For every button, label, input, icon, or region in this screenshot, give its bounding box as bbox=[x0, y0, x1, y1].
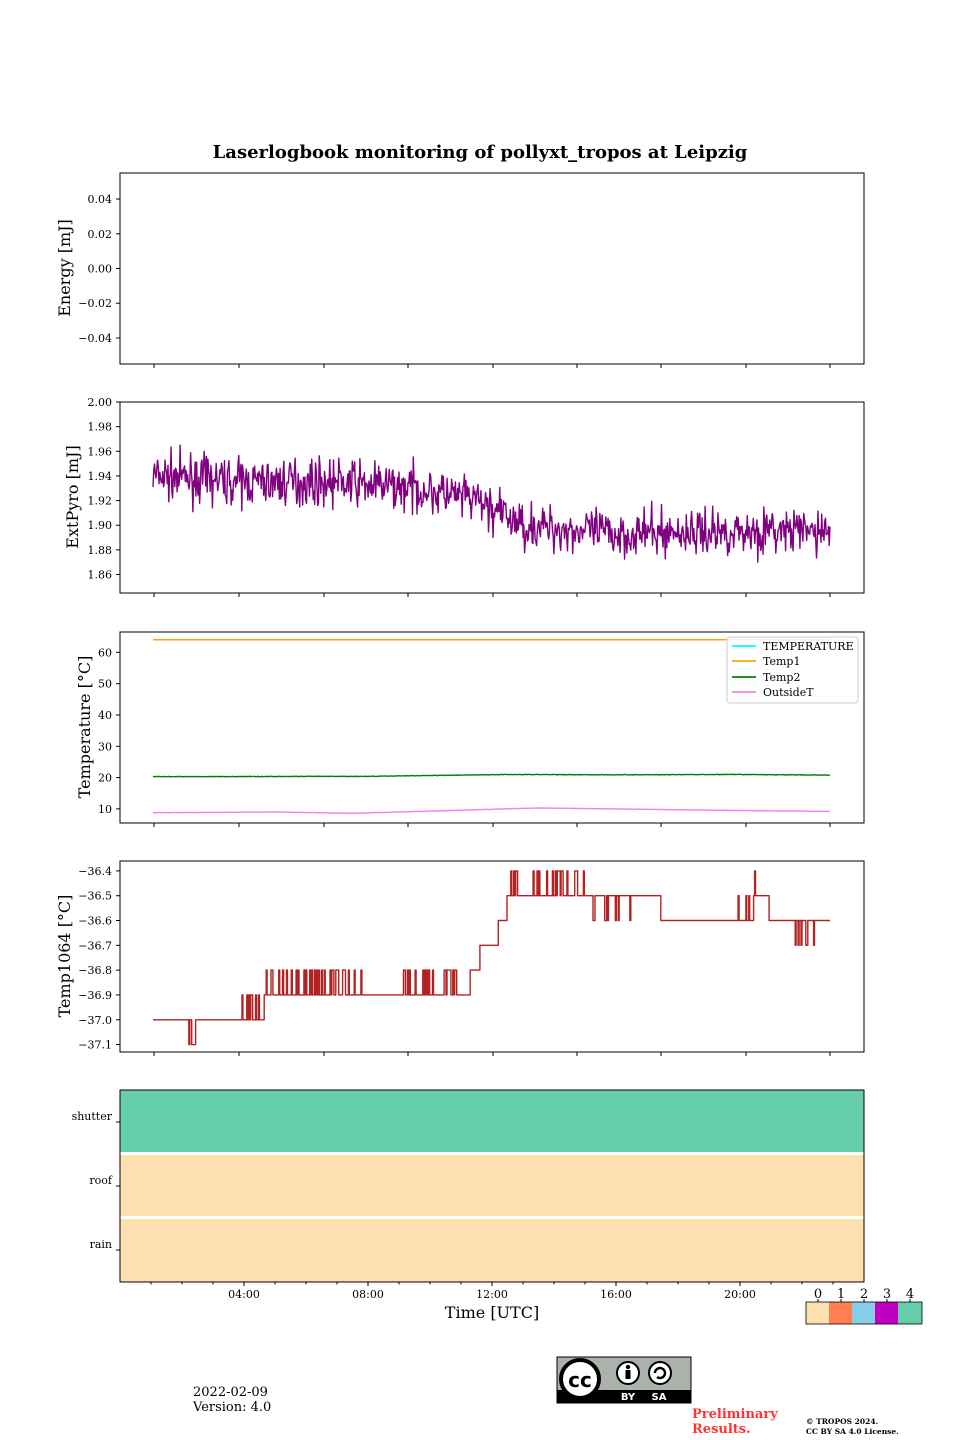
temperature-ytick-label: 20 bbox=[98, 772, 112, 785]
chart-title: Laserlogbook monitoring of pollyxt_tropo… bbox=[213, 142, 748, 163]
x-tick-label: 04:00 bbox=[228, 1288, 260, 1301]
temp1064-axes-frame bbox=[119, 860, 865, 1053]
x-tick-label: 16:00 bbox=[600, 1288, 632, 1301]
legend-label-temp1: Temp1 bbox=[763, 655, 800, 668]
temperature-ytick-label: 50 bbox=[98, 678, 112, 691]
copyright-line-2: CC BY SA 4.0 License. bbox=[806, 1427, 899, 1436]
temperature-ytick-label: 60 bbox=[98, 646, 112, 659]
series-extpyro bbox=[152, 444, 831, 563]
temperature-legend: TEMPERATURE Temp1 Temp2 OutsideT bbox=[726, 636, 859, 704]
colorbar-label-2: 2 bbox=[860, 1287, 868, 1302]
extpyro-ytick-label: 1.98 bbox=[88, 421, 113, 434]
status-colorbar: 0 1 2 3 4 bbox=[805, 1287, 923, 1325]
extpyro-ytick-label: 1.88 bbox=[88, 544, 113, 557]
status-row-shutter bbox=[120, 1090, 864, 1152]
temp1064-panel: −36.4 −36.5 −36.6 −36.7 −36.8 −36.9 −37.0 −37.1… bbox=[55, 860, 865, 1056]
temperature-ylabel: Temperature [°C] bbox=[75, 656, 94, 799]
temperature-ytick-label: 40 bbox=[98, 709, 112, 722]
status-row-rain bbox=[120, 1219, 864, 1282]
x-tick-label: 12:00 bbox=[476, 1288, 508, 1301]
preliminary-line-1: Preliminary bbox=[692, 1407, 778, 1422]
preliminary-line-2: Results. bbox=[692, 1422, 751, 1437]
status-label-rain: rain bbox=[90, 1238, 112, 1251]
energy-ytick-label: 0.04 bbox=[88, 193, 113, 206]
legend-label-temp2: Temp2 bbox=[763, 671, 800, 684]
legend-frame bbox=[726, 636, 859, 704]
colorbar-label-4: 4 bbox=[906, 1287, 914, 1302]
x-tick-label: 08:00 bbox=[352, 1288, 384, 1301]
cc-text: cc bbox=[568, 1368, 592, 1392]
temp1064-ytick-label: −36.8 bbox=[78, 964, 112, 977]
cc-circle-icon bbox=[559, 1358, 601, 1400]
colorbar-label-1: 1 bbox=[837, 1287, 845, 1302]
temperature-ytick-label: 30 bbox=[98, 740, 112, 753]
footer-version: Version: 4.0 bbox=[192, 1400, 271, 1415]
extpyro-ytick-label: 2.00 bbox=[88, 396, 113, 409]
colorbar-cell-4 bbox=[898, 1302, 922, 1324]
energy-ytick-label: 0.00 bbox=[88, 263, 113, 276]
series-temp1064 bbox=[153, 870, 830, 1046]
temp1064-ytick-label: −36.4 bbox=[78, 865, 112, 878]
temp1064-ytick-label: −37.1 bbox=[78, 1039, 112, 1052]
cc-by-sa-badge: cc BY SA bbox=[556, 1356, 692, 1404]
temp1064-ylabel: Temp1064 [°C] bbox=[55, 895, 74, 1018]
temperature-axes-frame bbox=[119, 631, 865, 824]
extpyro-ylabel: ExtPyro [mJ] bbox=[63, 445, 82, 548]
sa-arrow-icon bbox=[653, 1366, 667, 1380]
colorbar-label-3: 3 bbox=[883, 1287, 891, 1302]
colorbar-cell-0 bbox=[806, 1302, 829, 1324]
energy-ylabel: Energy [mJ] bbox=[55, 219, 74, 317]
energy-ytick-label: −0.04 bbox=[78, 332, 112, 345]
extpyro-ytick-label: 1.96 bbox=[88, 445, 113, 458]
series-outsidet bbox=[152, 807, 830, 814]
colorbar-cell-2 bbox=[852, 1302, 875, 1324]
sa-share-icon bbox=[648, 1361, 672, 1385]
energy-ytick-label: 0.02 bbox=[88, 228, 113, 241]
temp1064-ytick-label: −36.7 bbox=[78, 939, 112, 952]
extpyro-ytick-label: 1.86 bbox=[88, 569, 113, 582]
by-person-head bbox=[625, 1364, 631, 1370]
temp1064-ytick-label: −36.9 bbox=[78, 989, 112, 1002]
status-row-roof bbox=[120, 1155, 864, 1216]
footer-date: 2022-02-09 bbox=[193, 1385, 268, 1400]
badge-label-sa: SA bbox=[652, 1392, 667, 1403]
by-person-body bbox=[625, 1370, 631, 1379]
extpyro-ytick-label: 1.90 bbox=[88, 519, 113, 532]
temp1064-ytick-label: −36.6 bbox=[78, 915, 112, 928]
temperature-ytick-label: 10 bbox=[98, 803, 112, 816]
temperature-panel: 60 50 40 30 20 10 Temperature [°C] TEMPERATUR… bbox=[75, 631, 865, 827]
temp1064-ytick-label: −37.0 bbox=[78, 1014, 112, 1027]
colorbar-cell-3 bbox=[875, 1302, 898, 1324]
series-temp2 bbox=[152, 773, 831, 778]
temp1064-ytick-label: −36.5 bbox=[78, 890, 112, 903]
colorbar-label-0: 0 bbox=[814, 1287, 822, 1302]
x-tick-label: 20:00 bbox=[724, 1288, 756, 1301]
energy-axes-frame bbox=[119, 172, 865, 365]
status-panel: shutter roof rain 04:00 08:00 12:00 16:00 20… bbox=[72, 1089, 865, 1322]
extpyro-ytick-label: 1.92 bbox=[88, 495, 113, 508]
x-axis-label: Time [UTC] bbox=[445, 1303, 539, 1322]
extpyro-ytick-label: 1.94 bbox=[88, 470, 113, 483]
copyright-line-1: © TROPOS 2024. bbox=[806, 1417, 878, 1426]
extpyro-axes-frame bbox=[119, 401, 865, 594]
legend-label-temperature: TEMPERATURE bbox=[763, 640, 854, 653]
extpyro-panel: 2.00 1.98 1.96 1.94 1.92 1.90 1.88 1.86 ExtPyro… bbox=[63, 396, 865, 597]
colorbar-cell-1 bbox=[829, 1302, 852, 1324]
energy-ytick-label: −0.02 bbox=[78, 297, 112, 310]
status-label-shutter: shutter bbox=[72, 1110, 113, 1123]
legend-label-outsidet: OutsideT bbox=[763, 686, 814, 699]
badge-label-by: BY bbox=[621, 1392, 636, 1403]
energy-panel: 0.04 0.02 0.00 −0.02 −0.04 Energy [mJ] bbox=[55, 172, 865, 368]
status-label-roof: roof bbox=[89, 1174, 113, 1187]
